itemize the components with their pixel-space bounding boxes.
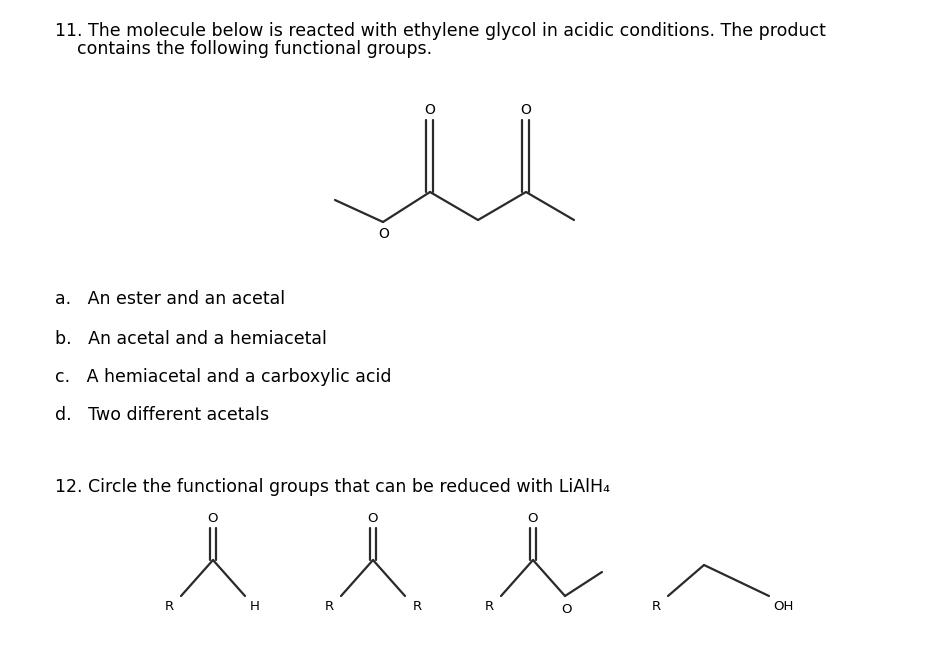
Text: O: O bbox=[528, 512, 538, 525]
Text: R: R bbox=[651, 600, 661, 613]
Text: a.   An ester and an acetal: a. An ester and an acetal bbox=[55, 290, 285, 308]
Text: 12. Circle the functional groups that can be reduced with LiAlH₄: 12. Circle the functional groups that ca… bbox=[55, 478, 610, 496]
Text: O: O bbox=[520, 103, 532, 117]
Text: c.   A hemiacetal and a carboxylic acid: c. A hemiacetal and a carboxylic acid bbox=[55, 368, 391, 386]
Text: R: R bbox=[485, 600, 494, 613]
Text: O: O bbox=[208, 512, 218, 525]
Text: R: R bbox=[165, 600, 173, 613]
Text: R: R bbox=[325, 600, 333, 613]
Text: R: R bbox=[412, 600, 422, 613]
Text: 11. The molecule below is reacted with ethylene glycol in acidic conditions. The: 11. The molecule below is reacted with e… bbox=[55, 22, 826, 40]
Text: contains the following functional groups.: contains the following functional groups… bbox=[55, 40, 432, 58]
Text: O: O bbox=[378, 227, 390, 241]
Text: O: O bbox=[368, 512, 378, 525]
Text: OH: OH bbox=[773, 600, 793, 613]
Text: d.   Two different acetals: d. Two different acetals bbox=[55, 406, 269, 424]
Text: O: O bbox=[424, 103, 436, 117]
Text: H: H bbox=[250, 600, 260, 613]
Text: O: O bbox=[562, 603, 572, 616]
Text: b.   An acetal and a hemiacetal: b. An acetal and a hemiacetal bbox=[55, 330, 327, 348]
